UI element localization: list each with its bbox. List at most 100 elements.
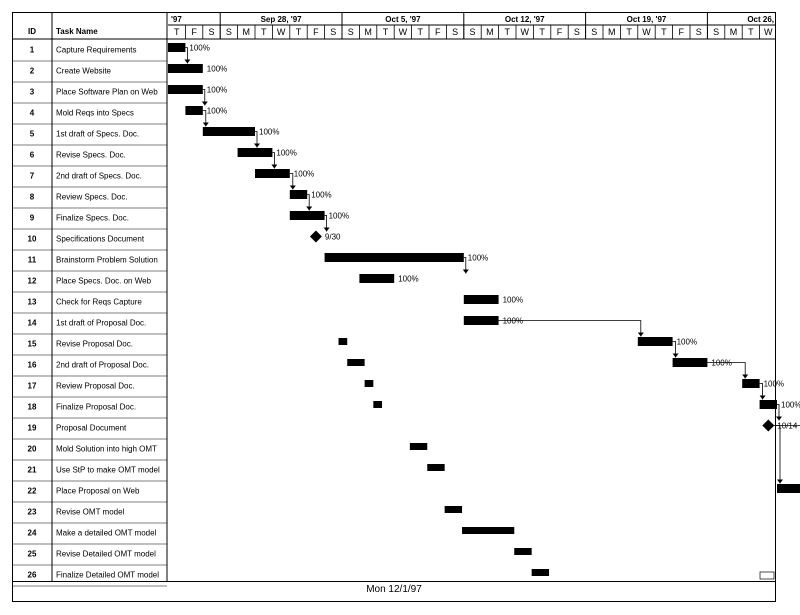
task-id: 20: [28, 445, 37, 454]
task-bar: [444, 506, 463, 513]
task-name: 2nd draft of Specs. Doc.: [56, 172, 142, 181]
task-bar: [672, 358, 708, 367]
dependency-line: [307, 194, 310, 211]
task-bar: [373, 401, 383, 408]
task-bar: [185, 106, 203, 115]
task-bar: [347, 359, 365, 366]
dependency-line: [272, 152, 275, 169]
week-label: Oct 12, '97: [505, 15, 545, 24]
task-percent-label: 100%: [711, 359, 731, 368]
task-name: Mold Solution into high OMT: [56, 445, 157, 454]
task-name: Brainstorm Problem Solution: [56, 256, 158, 265]
task-name: Create Website: [56, 67, 112, 76]
dependency-arrow: [201, 101, 208, 106]
task-percent-label: 100%: [207, 107, 227, 116]
task-bar: [777, 484, 800, 493]
day-label: T: [505, 27, 511, 37]
task-id: 7: [30, 172, 35, 181]
task-id: 3: [30, 88, 35, 97]
task-bar: [255, 169, 290, 178]
task-bar: [338, 338, 348, 345]
task-id: 13: [28, 298, 37, 307]
task-name: Specifications Document: [56, 235, 145, 244]
dependency-line: [324, 215, 327, 232]
task-bar: [289, 190, 308, 199]
task-name: Revise Specs. Doc.: [56, 151, 126, 160]
task-percent-label: 100%: [294, 170, 314, 179]
dependency-arrow: [202, 122, 209, 127]
task-bar: [237, 148, 273, 157]
day-label: W: [642, 27, 651, 37]
task-id: 16: [28, 361, 37, 370]
day-label: F: [191, 27, 197, 37]
task-percent-label: 100%: [764, 380, 784, 389]
dependency-arrow: [672, 353, 679, 358]
task-id: 26: [28, 571, 37, 580]
dependency-arrow: [306, 206, 313, 211]
task-percent-label: 100%: [207, 86, 227, 95]
day-label: M: [486, 27, 494, 37]
day-label: S: [330, 27, 336, 37]
day-label: T: [296, 27, 302, 37]
task-bar: [168, 43, 186, 52]
day-label: T: [626, 27, 632, 37]
task-percent-label: 100%: [207, 65, 227, 74]
dependency-arrow: [462, 269, 469, 274]
week-label: '97: [171, 15, 182, 24]
task-name: Make a detailed OMT model: [56, 529, 157, 538]
task-id: 8: [30, 193, 35, 202]
task-name: Review Specs. Doc.: [56, 193, 128, 202]
task-name: Check for Reqs Capture: [56, 298, 142, 307]
gantt-chart-frame: [12, 12, 776, 602]
task-bar: [463, 295, 499, 304]
day-label: S: [226, 27, 232, 37]
task-name: Use StP to make OMT model: [56, 466, 160, 475]
task-name: Place Software Plan on Web: [56, 88, 158, 97]
task-id: 19: [28, 424, 37, 433]
day-label: F: [679, 27, 685, 37]
dependency-line: [185, 47, 188, 64]
dependency-arrow: [289, 185, 296, 190]
day-label: S: [208, 27, 214, 37]
dependency-arrow: [637, 332, 644, 337]
id-column-header: ID: [28, 27, 36, 36]
dependency-line: [202, 110, 207, 127]
day-label: W: [764, 27, 773, 37]
day-label: T: [418, 27, 424, 37]
day-label: F: [435, 27, 441, 37]
task-id: 24: [28, 529, 37, 538]
task-id: 9: [30, 214, 35, 223]
task-percent-label: 100%: [468, 254, 488, 263]
task-bar: [742, 379, 760, 388]
task-bar: [463, 316, 499, 325]
task-id: 18: [28, 403, 37, 412]
dependency-line: [498, 320, 642, 337]
task-bar: [427, 464, 445, 471]
dependency-line: [774, 425, 781, 484]
day-label: M: [730, 27, 738, 37]
dependency-arrow: [323, 227, 330, 232]
task-id: 11: [28, 256, 37, 265]
milestone-label: 9/30: [325, 233, 341, 242]
day-label: F: [557, 27, 563, 37]
day-label: S: [696, 27, 702, 37]
task-id: 22: [28, 487, 37, 496]
milestone-label: 10/14: [777, 422, 798, 431]
task-bar: [168, 64, 203, 73]
task-bar: [324, 253, 464, 262]
task-bar: [514, 548, 532, 555]
task-name: Revise Proposal Doc.: [56, 340, 133, 349]
task-percent-label: 100%: [398, 275, 418, 284]
task-name: Revise Detailed OMT model: [56, 550, 156, 559]
task-name: Place Specs. Doc. on Web: [56, 277, 152, 286]
task-id: 2: [30, 67, 35, 76]
task-name: 1st draft of Specs. Doc.: [56, 130, 139, 139]
task-percent-label: 100%: [781, 401, 800, 410]
task-bar: [637, 337, 673, 346]
task-bar: [289, 211, 325, 220]
scroll-marker: [759, 571, 775, 580]
task-name: Finalize Proposal Doc.: [56, 403, 136, 412]
day-label: F: [313, 27, 319, 37]
task-name: Review Proposal Doc.: [56, 382, 135, 391]
